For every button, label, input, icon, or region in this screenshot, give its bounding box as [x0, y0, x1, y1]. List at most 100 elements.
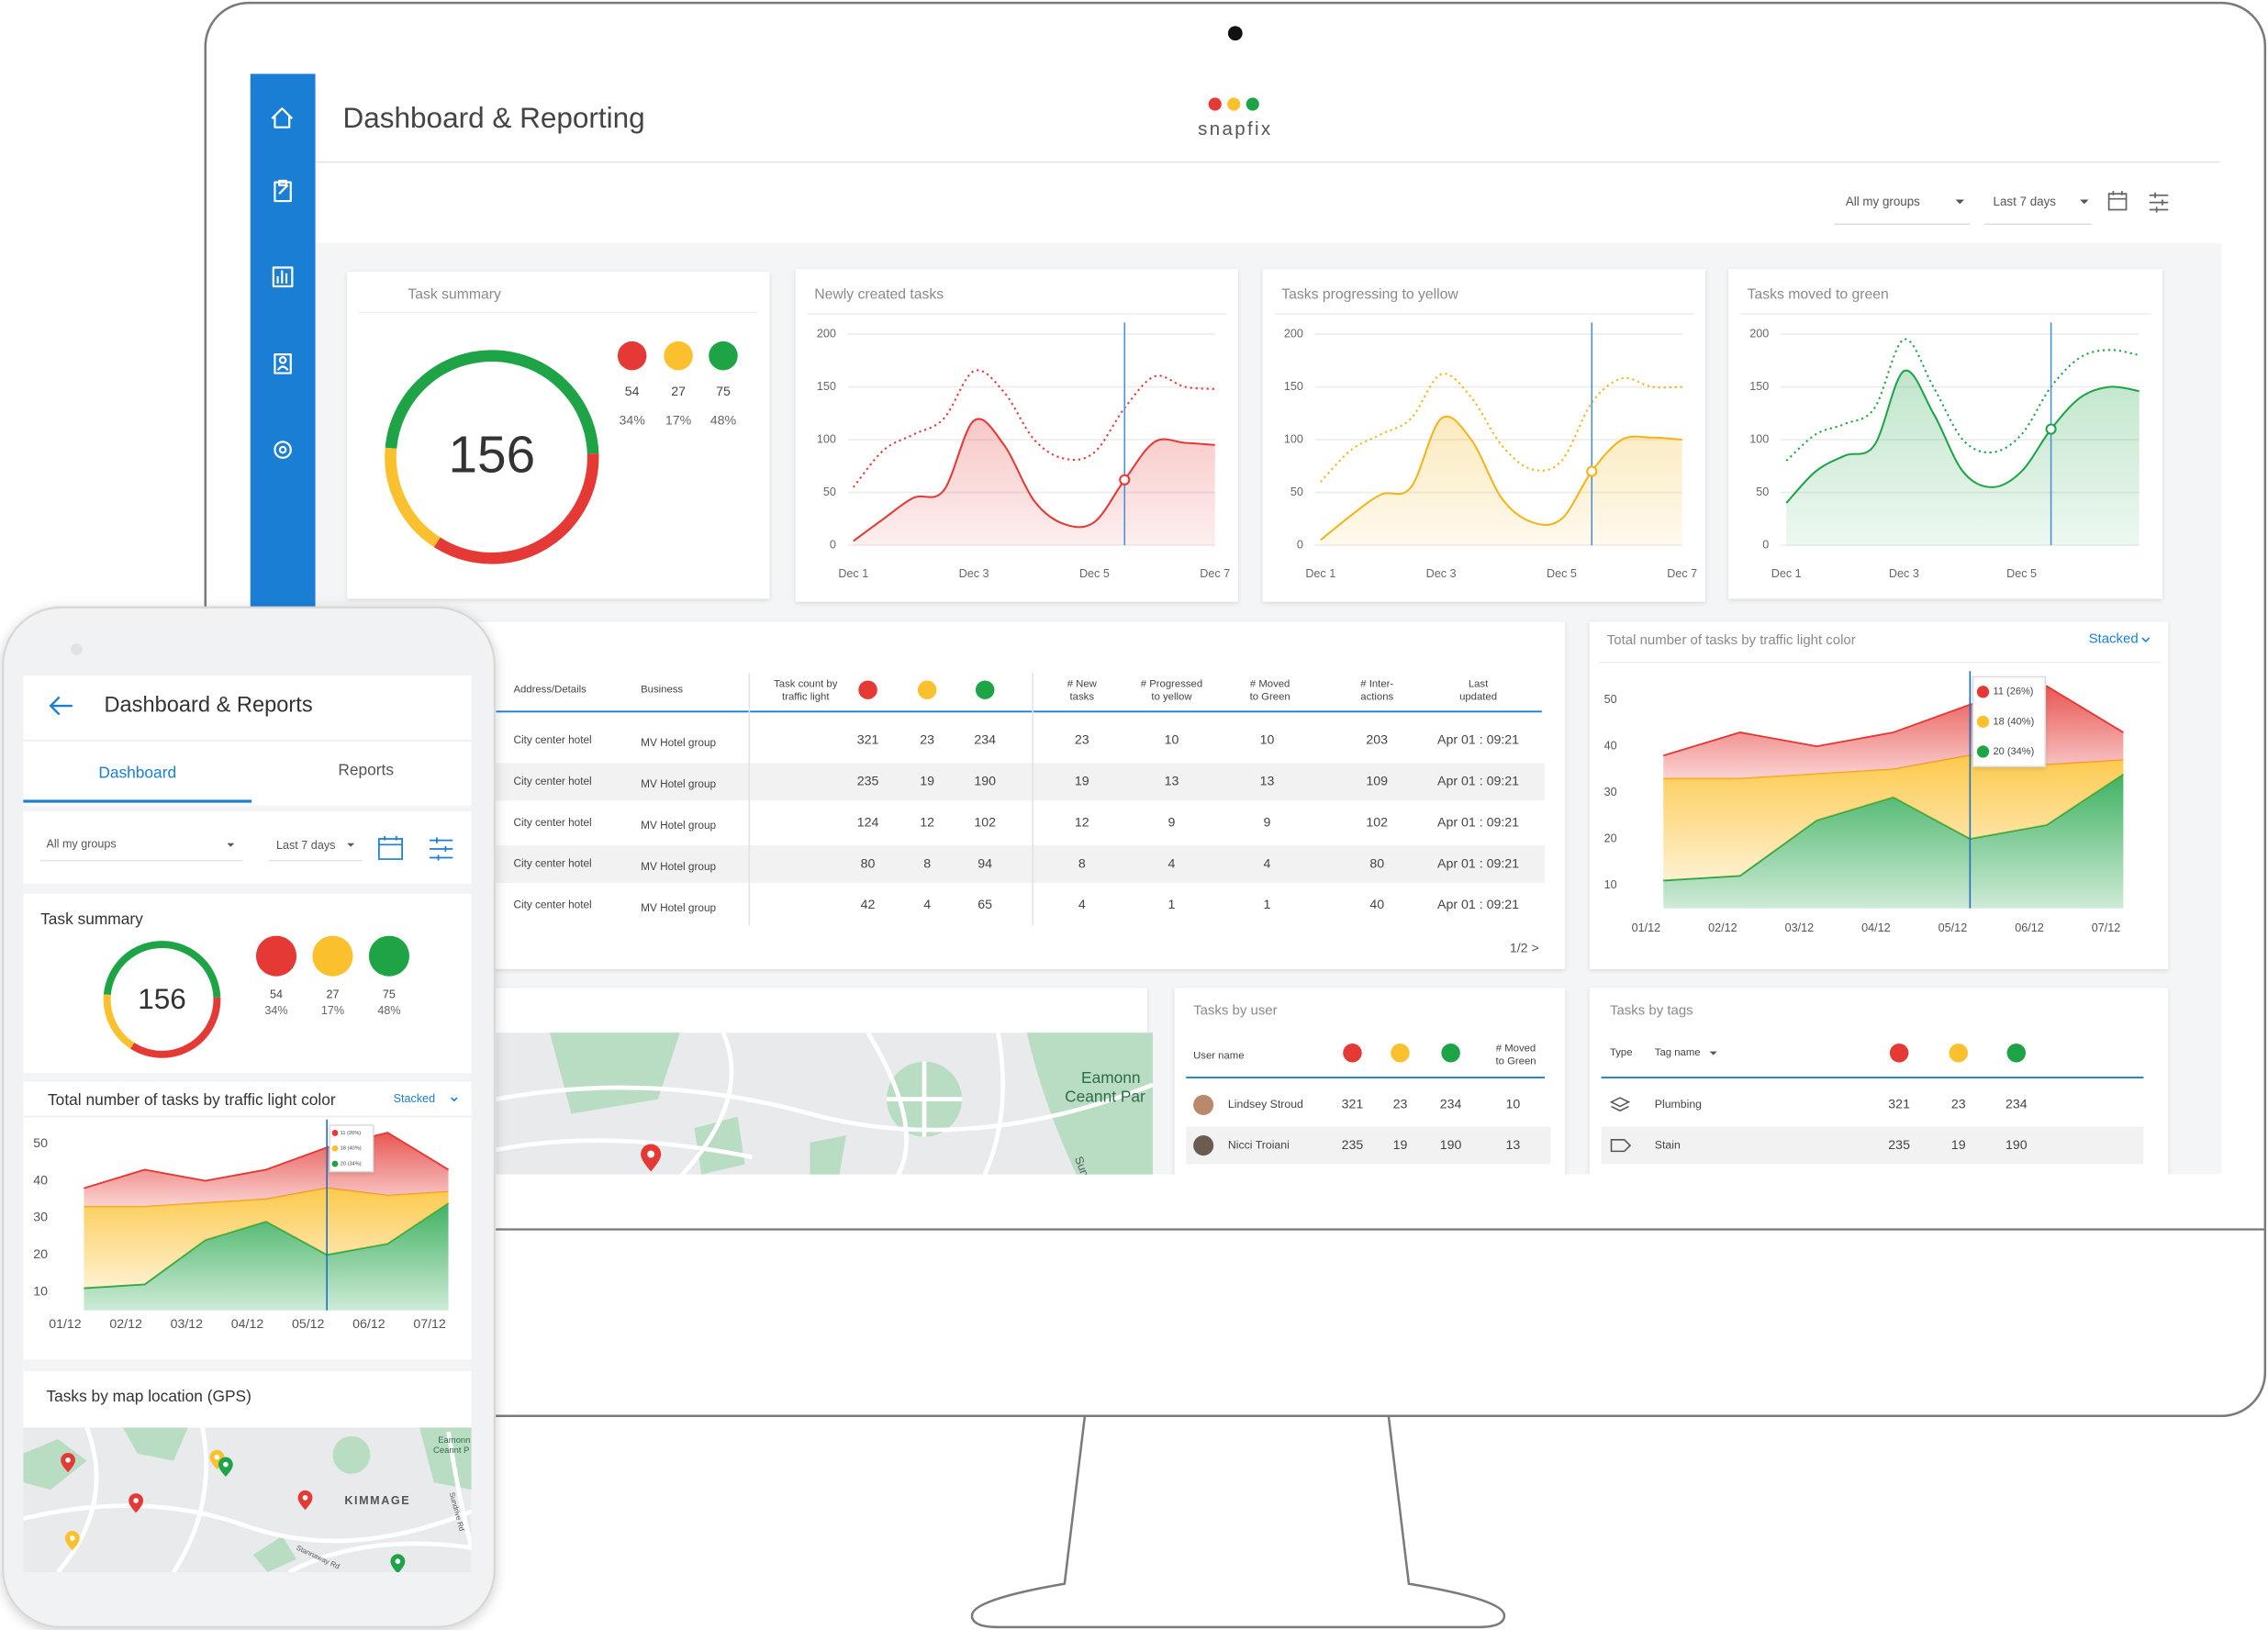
mode-dropdown[interactable]: Stacked: [2089, 631, 2139, 646]
table-cell: 19: [1075, 775, 1089, 789]
y-tick-label: 50: [823, 486, 836, 498]
table-cell: 124: [857, 815, 879, 830]
tooltip-entry: 20 (34%): [1994, 746, 2035, 757]
park: [810, 1135, 846, 1175]
table-cell: City center hotel: [513, 816, 591, 829]
tab[interactable]: Reports: [338, 761, 394, 779]
card: [347, 272, 770, 599]
settings-button[interactable]: [430, 837, 453, 861]
x-tick-label: 07/12: [2092, 921, 2121, 934]
group-filter[interactable]: All my groups: [1846, 195, 1920, 208]
table-cell: 8: [1078, 856, 1086, 871]
table-cell: 234: [1440, 1098, 1462, 1112]
nav-contacts[interactable]: [274, 352, 292, 374]
map-label: Eamonn: [1081, 1068, 1141, 1087]
table-cell: 13: [1505, 1138, 1520, 1153]
status-dot: [1949, 1043, 1968, 1063]
x-tick-label: 02/12: [1708, 921, 1737, 934]
y-tick-label: 20: [33, 1247, 48, 1262]
line: [1320, 415, 1682, 541]
x-tick-label: 07/12: [413, 1317, 446, 1332]
x-tick-label: 06/12: [352, 1317, 385, 1332]
table-cell: City center hotel: [513, 899, 591, 911]
status-dot: [1889, 1043, 1909, 1063]
column-header: Last: [1469, 678, 1489, 689]
dropdown-caret: [1955, 199, 1965, 205]
park: [419, 1427, 472, 1490]
mobile-screen: Dashboard & Reports Dashboard Reports Al…: [23, 675, 472, 1572]
pager[interactable]: 1/2 >: [1510, 942, 1539, 956]
road: [446, 1431, 472, 1548]
row-stripe: [1601, 1126, 2144, 1165]
nav-home[interactable]: [271, 107, 294, 128]
period-filter[interactable]: Last 7 days: [1994, 195, 2057, 208]
group-filter[interactable]: All my groups: [46, 838, 116, 851]
table-cell: 190: [974, 775, 996, 789]
tooltip-dot: [1976, 745, 1990, 758]
status-percent: 48%: [377, 1004, 400, 1017]
card: [23, 893, 472, 1074]
table-cell: Lindsey Stroud: [1228, 1098, 1303, 1111]
nav-tasks[interactable]: [274, 179, 292, 203]
table-cell: 102: [974, 815, 996, 830]
active-tab-indicator: [23, 799, 252, 803]
tooltip-dot: [331, 1130, 339, 1136]
table-cell: 321: [1342, 1098, 1364, 1112]
settings-button[interactable]: [2149, 192, 2169, 213]
table-cell: City center hotel: [513, 775, 591, 787]
table-cell: 23: [1075, 733, 1089, 748]
status-count: 27: [671, 385, 686, 399]
table-cell: 190: [2005, 1138, 2028, 1153]
table-cell: 234: [2005, 1098, 2028, 1112]
table-cell: 9: [1264, 815, 1271, 830]
avatar: [1193, 1135, 1214, 1156]
card-title: Tasks progressing to yellow: [1281, 287, 1458, 303]
row-stripe: [1186, 1126, 1551, 1165]
card-title: Tasks by user: [1193, 1002, 1278, 1018]
stacked-area: [1663, 774, 2124, 909]
y-tick-label: 10: [33, 1284, 48, 1299]
total-count: 156: [138, 982, 186, 1015]
nav-reports[interactable]: [272, 266, 294, 288]
column-header: to yellow: [1151, 692, 1192, 703]
table-cell: 10: [1505, 1098, 1520, 1112]
map-pin-dot: [223, 1461, 229, 1468]
donut-segment: [103, 941, 221, 999]
mode-dropdown[interactable]: Stacked: [394, 1092, 436, 1105]
tab[interactable]: Dashboard: [98, 764, 176, 782]
calendar-button[interactable]: [378, 835, 403, 860]
park: [549, 1033, 680, 1114]
back-button[interactable]: [49, 696, 73, 716]
x-tick-label: Dec 3: [959, 567, 989, 580]
y-tick-label: 50: [33, 1136, 48, 1151]
nav-settings[interactable]: [274, 441, 292, 459]
table-cell: 19: [1951, 1138, 1966, 1153]
table-cell: 19: [1393, 1138, 1408, 1153]
chevron: [2141, 637, 2151, 643]
line: [853, 418, 1215, 542]
y-tick-label: 10: [1604, 878, 1617, 891]
calendar-button[interactable]: [2107, 191, 2128, 211]
phone-speaker: [71, 643, 83, 655]
row-stripe: [496, 763, 1546, 801]
table-cell: 10: [1165, 733, 1179, 748]
table-cell: 235: [857, 775, 879, 789]
table-cell: 9: [1168, 815, 1176, 830]
app-title: Dashboard & Reports: [104, 693, 312, 717]
road: [23, 1503, 472, 1544]
road: [172, 1427, 208, 1572]
column-header[interactable]: Tag name: [1655, 1047, 1701, 1058]
tag-icon: [1610, 1138, 1632, 1153]
avatar: [1193, 1094, 1214, 1115]
table-cell: 4: [1168, 856, 1176, 871]
table-cell: 94: [978, 856, 992, 871]
tooltip-entry: 11 (26%): [1994, 687, 2034, 698]
status-dot: [975, 680, 995, 699]
monitor-stand: [970, 1415, 1506, 1629]
road: [679, 1033, 734, 1175]
map-pin-dot: [302, 1494, 308, 1501]
period-filter[interactable]: Last 7 days: [276, 839, 335, 852]
x-tick-label: 01/12: [1632, 921, 1661, 934]
